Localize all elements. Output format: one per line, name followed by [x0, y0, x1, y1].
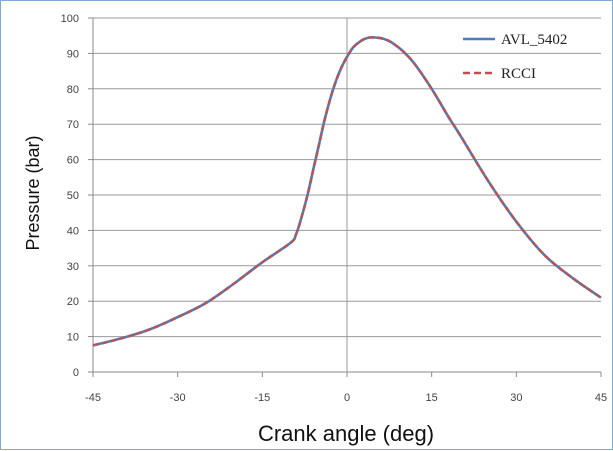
series-line-rcci — [92, 36, 602, 347]
y-tick-labels: 0 10 20 30 40 50 60 70 80 90 100 — [61, 13, 79, 379]
legend-label-rcci: RCCI — [501, 66, 536, 82]
y-tick-label: 20 — [67, 296, 79, 308]
series-lines — [92, 36, 602, 347]
legend: AVL_5402 RCCI — [463, 32, 567, 82]
x-tick-label: -45 — [85, 392, 101, 404]
y-tick-label: 40 — [67, 225, 79, 237]
y-tick-label: 50 — [67, 190, 79, 202]
y-axis-title: Pressure (bar) — [23, 135, 43, 250]
y-tick-label: 0 — [73, 367, 79, 379]
x-tick-label: -30 — [170, 392, 186, 404]
x-tick-labels: -45 -30 -15 0 15 30 45 — [85, 392, 607, 404]
y-tick-label: 10 — [67, 332, 79, 344]
x-tick-label: 15 — [426, 392, 438, 404]
y-tick-label: 90 — [67, 48, 79, 60]
x-tick-label: 45 — [595, 392, 607, 404]
legend-label-avl: AVL_5402 — [501, 32, 567, 48]
y-tick-label: 70 — [67, 119, 79, 131]
x-tick-label: 0 — [344, 392, 350, 404]
y-tick-label: 100 — [61, 13, 79, 25]
axes — [88, 17, 602, 377]
y-tick-label: 80 — [67, 84, 79, 96]
y-tick-label: 60 — [67, 155, 79, 167]
x-tick-label: -15 — [254, 392, 270, 404]
y-tick-label: 30 — [67, 261, 79, 273]
x-axis-title: Crank angle (deg) — [258, 421, 434, 446]
x-tick-label: 30 — [510, 392, 522, 404]
